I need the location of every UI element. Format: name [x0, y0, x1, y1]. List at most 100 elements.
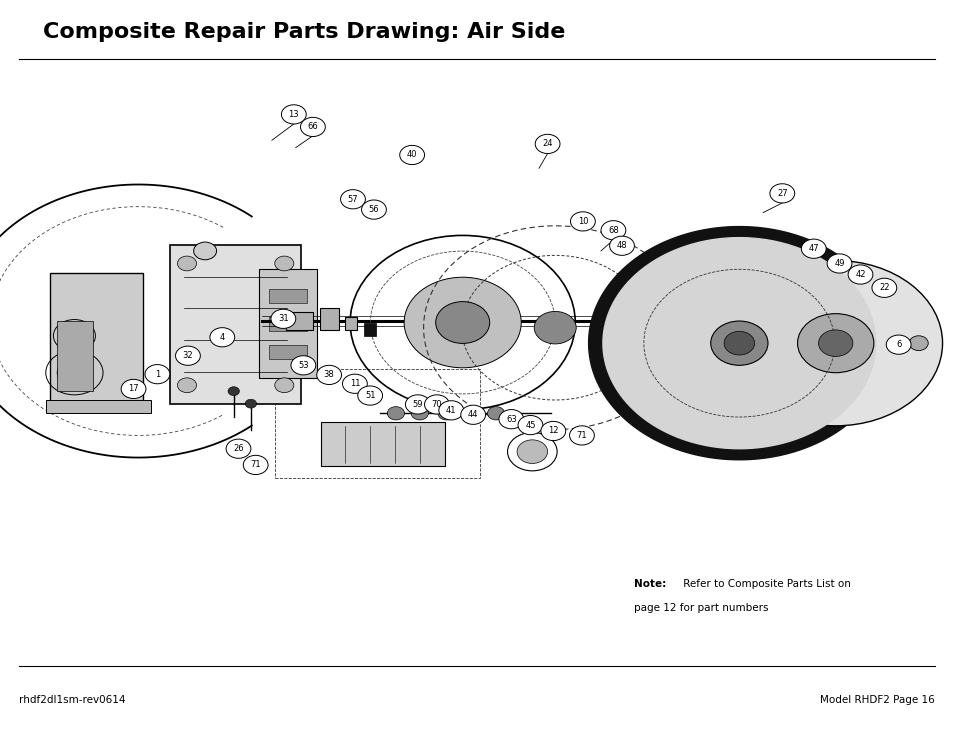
Polygon shape	[602, 238, 875, 449]
Circle shape	[145, 365, 170, 384]
Circle shape	[193, 242, 216, 260]
Text: 47: 47	[807, 244, 819, 253]
Text: 22: 22	[878, 283, 889, 292]
Bar	[269, 289, 307, 303]
Circle shape	[300, 117, 325, 137]
Text: 27: 27	[776, 189, 787, 198]
Circle shape	[534, 311, 576, 344]
Circle shape	[210, 328, 234, 347]
Circle shape	[291, 356, 315, 375]
Text: 53: 53	[297, 361, 309, 370]
Text: 32: 32	[182, 351, 193, 360]
Bar	[46, 400, 151, 413]
Circle shape	[437, 407, 455, 420]
Circle shape	[710, 321, 767, 365]
Circle shape	[271, 309, 295, 328]
Text: Model RHDF2 Page 16: Model RHDF2 Page 16	[820, 694, 934, 705]
Circle shape	[361, 200, 386, 219]
Text: 66: 66	[307, 123, 318, 131]
Text: Refer to Composite Parts List on: Refer to Composite Parts List on	[679, 579, 850, 590]
Circle shape	[226, 439, 251, 458]
Text: 11: 11	[349, 379, 360, 388]
Circle shape	[424, 395, 449, 414]
Text: 57: 57	[347, 195, 358, 204]
Circle shape	[316, 365, 341, 384]
Circle shape	[487, 407, 504, 420]
Circle shape	[600, 221, 625, 240]
Bar	[170, 245, 301, 404]
Circle shape	[274, 378, 294, 393]
Circle shape	[464, 407, 481, 420]
Bar	[364, 323, 375, 336]
Circle shape	[404, 277, 520, 368]
Text: 24: 24	[541, 139, 553, 148]
Circle shape	[121, 379, 146, 399]
Text: 71: 71	[250, 461, 261, 469]
Text: 17: 17	[128, 384, 139, 393]
Text: 44: 44	[467, 410, 478, 419]
Circle shape	[399, 145, 424, 165]
Text: 38: 38	[323, 370, 335, 379]
Circle shape	[609, 236, 634, 255]
Circle shape	[438, 401, 463, 420]
Circle shape	[274, 256, 294, 271]
Circle shape	[801, 239, 825, 258]
Circle shape	[517, 415, 542, 435]
Circle shape	[340, 190, 365, 209]
Circle shape	[871, 278, 896, 297]
Circle shape	[498, 410, 523, 429]
Circle shape	[411, 407, 428, 420]
Circle shape	[245, 399, 256, 408]
Bar	[345, 317, 356, 330]
Text: 45: 45	[524, 421, 536, 430]
Bar	[274, 369, 479, 478]
Circle shape	[177, 256, 196, 271]
Text: 4: 4	[219, 333, 225, 342]
Circle shape	[885, 335, 910, 354]
Text: 12: 12	[547, 427, 558, 435]
Bar	[269, 317, 307, 331]
Bar	[269, 345, 307, 359]
Text: 63: 63	[505, 415, 517, 424]
Text: 26: 26	[233, 444, 244, 453]
Text: 56: 56	[368, 205, 379, 214]
Text: 70: 70	[431, 400, 442, 409]
Text: 68: 68	[607, 226, 618, 235]
Text: 13: 13	[288, 110, 299, 119]
Circle shape	[436, 302, 489, 343]
Bar	[286, 312, 313, 330]
Text: Note:: Note:	[634, 579, 666, 590]
Text: 71: 71	[576, 431, 587, 440]
Circle shape	[243, 455, 268, 475]
Text: 51: 51	[364, 391, 375, 400]
Text: 1: 1	[154, 370, 160, 379]
Circle shape	[228, 387, 239, 396]
Circle shape	[847, 265, 872, 284]
Text: 59: 59	[412, 400, 423, 409]
Circle shape	[540, 421, 565, 441]
Circle shape	[177, 378, 196, 393]
Text: 31: 31	[277, 314, 289, 323]
Text: page 12 for part numbers: page 12 for part numbers	[634, 603, 768, 613]
Circle shape	[570, 212, 595, 231]
Bar	[319, 308, 338, 330]
Text: 42: 42	[854, 270, 865, 279]
Text: 48: 48	[616, 241, 627, 250]
Circle shape	[797, 314, 873, 373]
Bar	[320, 422, 444, 466]
Circle shape	[723, 331, 754, 355]
Text: 41: 41	[445, 406, 456, 415]
Bar	[57, 321, 93, 391]
Text: 6: 6	[895, 340, 901, 349]
Circle shape	[826, 254, 851, 273]
Circle shape	[569, 426, 594, 445]
Bar	[259, 269, 316, 378]
Text: rhdf2dl1sm-rev0614: rhdf2dl1sm-rev0614	[19, 694, 126, 705]
Text: Composite Repair Parts Drawing: Air Side: Composite Repair Parts Drawing: Air Side	[43, 22, 565, 42]
Circle shape	[769, 184, 794, 203]
Circle shape	[342, 374, 367, 393]
Circle shape	[728, 261, 942, 426]
Circle shape	[405, 395, 430, 414]
Circle shape	[460, 405, 485, 424]
Polygon shape	[588, 227, 889, 460]
